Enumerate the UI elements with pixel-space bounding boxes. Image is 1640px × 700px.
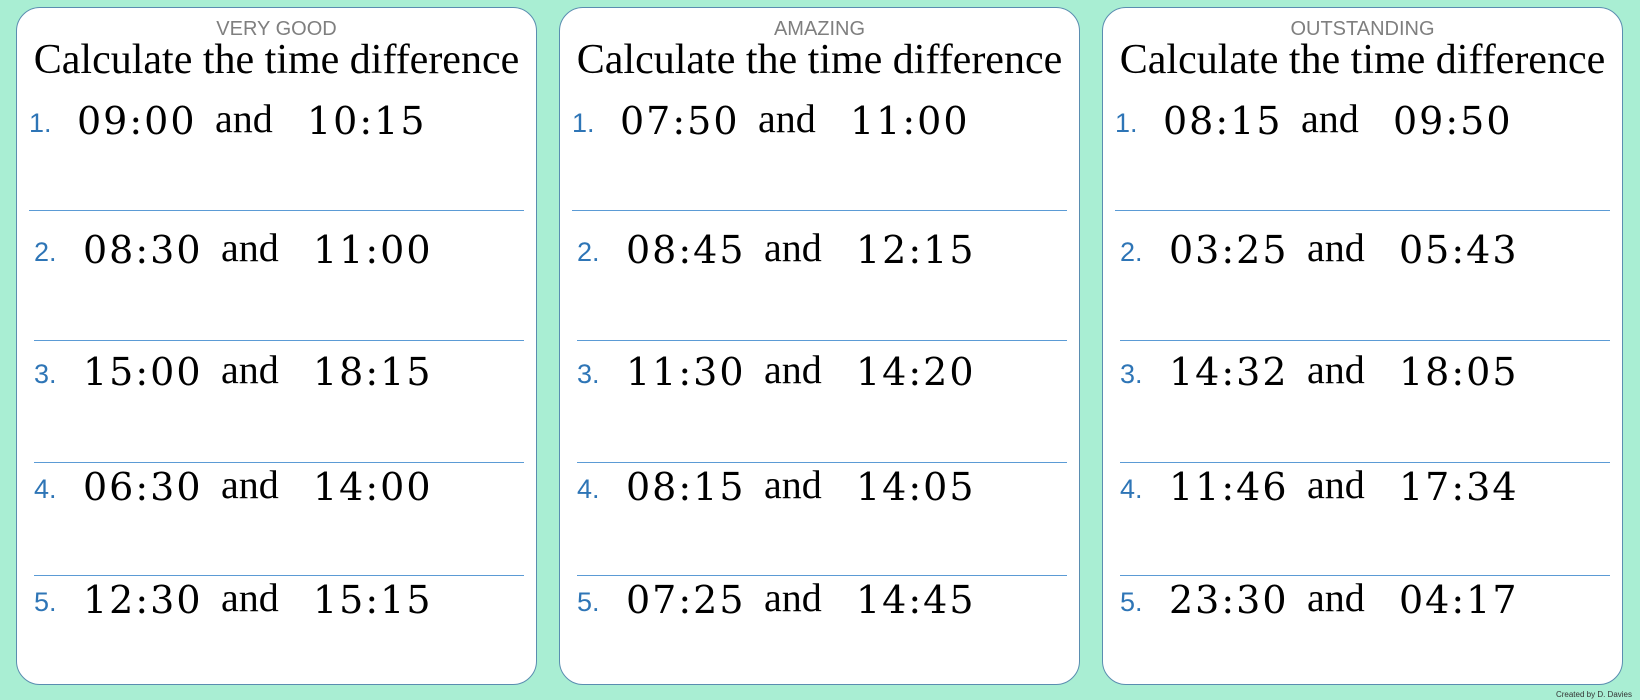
start-time: 09:00 [77,99,197,143]
connector: and [1307,575,1365,620]
question-number: 3. [1120,359,1143,389]
answer-line [34,575,524,576]
end-time: 18:15 [313,350,433,394]
connector: and [764,575,822,620]
connector: and [221,575,279,620]
end-time: 14:00 [313,465,433,509]
start-time: 23:30 [1169,578,1289,622]
answer-line [1115,210,1610,211]
answer-line [577,575,1067,576]
end-time: 17:34 [1399,465,1519,509]
start-time: 07:50 [620,99,740,143]
start-time: 08:30 [83,228,203,272]
answer-line [1120,575,1610,576]
connector: and [221,347,279,392]
end-time: 04:17 [1399,578,1519,622]
connector: and [1307,462,1365,507]
question-number: 1. [572,108,595,138]
question-number: 2. [577,237,600,267]
start-time: 08:15 [626,465,746,509]
answer-line [1120,462,1610,463]
start-time: 08:45 [626,228,746,272]
end-time: 11:00 [850,99,970,143]
end-time: 09:50 [1393,99,1513,143]
connector: and [764,347,822,392]
connector: and [215,96,273,141]
question-number: 4. [34,474,57,504]
end-time: 14:45 [856,578,976,622]
level-label: VERY GOOD [216,18,337,40]
card-title: Calculate the time difference [1119,37,1606,83]
start-time: 06:30 [83,465,203,509]
question-number: 2. [1120,237,1143,267]
answer-line [577,462,1067,463]
card-title: Calculate the time difference [576,37,1063,83]
question-number: 5. [34,587,57,617]
credit: Created by D. Davies [1555,690,1632,699]
start-time: 03:25 [1169,228,1289,272]
connector: and [758,96,816,141]
start-time: 07:25 [626,578,746,622]
connector: and [764,462,822,507]
start-time: 12:30 [83,578,203,622]
start-time: 11:46 [1169,465,1289,509]
question-number: 4. [577,474,600,504]
answer-line [572,210,1067,211]
answer-line [34,462,524,463]
question-number: 5. [577,587,600,617]
question-number: 3. [577,359,600,389]
start-time: 08:15 [1163,99,1283,143]
end-time: 10:15 [307,99,427,143]
connector: and [221,462,279,507]
question-number: 5. [1120,587,1143,617]
question-number: 1. [1115,108,1138,138]
end-time: 15:15 [313,578,433,622]
connector: and [221,225,279,270]
start-time: 15:00 [83,350,203,394]
level-label: OUTSTANDING [1290,18,1435,40]
answer-line [34,340,524,341]
question-number: 1. [29,108,52,138]
connector: and [1307,225,1365,270]
question-number: 4. [1120,474,1143,504]
connector: and [1301,96,1359,141]
end-time: 14:05 [856,465,976,509]
end-time: 11:00 [313,228,433,272]
worksheet-card: OUTSTANDING Calculate the time difference… [1102,7,1623,685]
end-time: 12:15 [856,228,976,272]
end-time: 14:20 [856,350,976,394]
card-title: Calculate the time difference [33,37,520,83]
worksheet-card: VERY GOOD Calculate the time difference 1.… [16,7,537,685]
question-number: 2. [34,237,57,267]
connector: and [764,225,822,270]
level-label: AMAZING [773,18,866,40]
question-number: 3. [34,359,57,389]
connector: and [1307,347,1365,392]
answer-line [29,210,524,211]
answer-line [1120,340,1610,341]
worksheet-card: AMAZING Calculate the time difference 1. 07… [559,7,1080,685]
end-time: 18:05 [1399,350,1519,394]
end-time: 05:43 [1399,228,1519,272]
answer-line [577,340,1067,341]
start-time: 11:30 [626,350,746,394]
start-time: 14:32 [1169,350,1289,394]
